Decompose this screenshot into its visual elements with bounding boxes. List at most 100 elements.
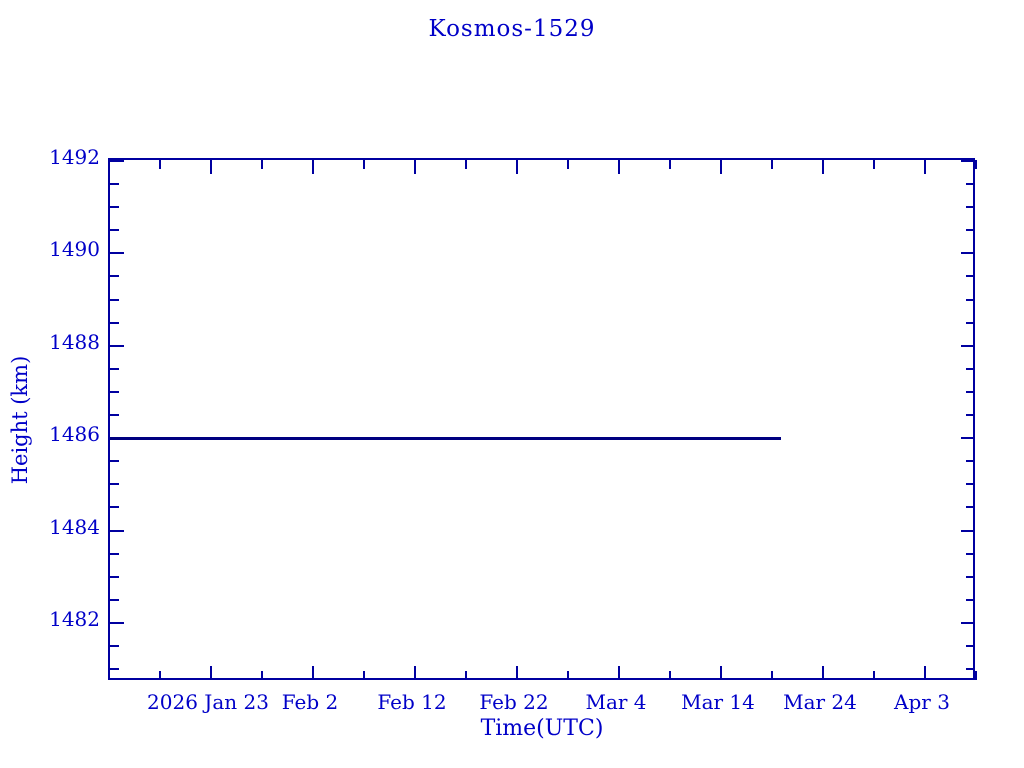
x-axis-major-tick-top [414,160,416,174]
x-axis-major-tick-top [210,160,212,174]
y-axis-tick-label: 1488 [49,329,100,354]
x-axis-tick-label: Mar 14 [681,690,755,714]
y-axis-minor-tick-right [966,645,975,647]
y-axis-minor-tick [110,299,119,301]
x-axis-tick-label: Mar 24 [783,690,857,714]
x-axis-major-tick-top [618,160,620,174]
x-axis-minor-tick [363,671,365,680]
y-axis-minor-tick [110,483,119,485]
y-axis-minor-tick [110,275,119,277]
y-axis-major-tick-right [961,622,975,624]
y-axis-minor-tick [110,553,119,555]
x-axis-major-tick [414,666,416,680]
x-axis-minor-tick-top [261,160,263,169]
y-axis-tick-label: 1482 [49,606,100,631]
x-axis-minor-tick [465,671,467,680]
axis-ticks [110,160,977,680]
x-axis-minor-tick-top [669,160,671,169]
y-axis-minor-tick-right [966,229,975,231]
y-axis-minor-tick-right [966,599,975,601]
y-axis-major-tick [110,530,124,532]
x-axis-minor-tick-top [975,160,977,169]
chart-title: Kosmos-1529 [428,16,596,42]
y-axis-tick-label: 1490 [49,237,100,262]
y-axis-minor-tick-right [966,183,975,185]
y-axis-minor-tick-right [966,391,975,393]
x-axis-major-tick [720,666,722,680]
x-axis-major-tick [822,666,824,680]
y-axis-major-tick-right [961,345,975,347]
y-axis-minor-tick [110,668,119,670]
y-axis-minor-tick [110,645,119,647]
y-axis-minor-tick [110,460,119,462]
x-axis-minor-tick-top [363,160,365,169]
y-axis-minor-tick-right [966,460,975,462]
y-axis-minor-tick [110,414,119,416]
x-axis-minor-tick-top [873,160,875,169]
x-axis-minor-tick [159,671,161,680]
x-axis-major-tick [618,666,620,680]
y-axis-minor-tick-right [966,414,975,416]
data-series-layer [110,160,973,678]
x-axis-major-tick-top [720,160,722,174]
data-line-height [110,437,782,440]
y-axis-minor-tick [110,229,119,231]
y-axis-minor-tick-right [966,275,975,277]
x-axis-major-tick [516,666,518,680]
y-axis-minor-tick-right [966,299,975,301]
x-axis-tick-label: Feb 12 [377,690,447,714]
x-axis-minor-tick [669,671,671,680]
y-axis-major-tick [110,622,124,624]
y-axis-tick-label: 1486 [49,422,100,447]
y-axis-major-tick-right [961,530,975,532]
x-axis-title: Time(UTC) [480,716,604,741]
x-axis-tick-label: Mar 4 [585,690,647,714]
y-axis-minor-tick-right [966,668,975,670]
y-axis-major-tick-right [961,437,975,439]
y-axis-tick-label: 1492 [49,145,100,169]
x-axis-major-tick-top [516,160,518,174]
y-axis-minor-tick [110,506,119,508]
x-axis-major-tick-top [312,160,314,174]
x-axis-minor-tick-top [567,160,569,169]
y-axis-major-tick [110,160,124,162]
x-axis-minor-tick-top [465,160,467,169]
x-axis-minor-tick [567,671,569,680]
y-axis-minor-tick-right [966,368,975,370]
plot-frame [108,158,977,680]
y-axis-minor-tick [110,206,119,208]
y-axis-major-tick [110,252,124,254]
x-axis-minor-tick [873,671,875,680]
y-axis-minor-tick-right [966,483,975,485]
y-axis-minor-tick-right [966,576,975,578]
y-axis-minor-tick [110,391,119,393]
y-axis-minor-tick [110,183,119,185]
y-axis-minor-tick-right [966,506,975,508]
x-axis-minor-tick-top [771,160,773,169]
x-axis-major-tick-top [822,160,824,174]
y-axis-major-tick-right [961,252,975,254]
x-axis-major-tick-top [924,160,926,174]
x-axis-major-tick [210,666,212,680]
y-axis-minor-tick-right [966,553,975,555]
y-axis-major-tick-right [961,160,975,162]
x-axis-minor-tick-top [159,160,161,169]
x-axis-tick-label: Feb 2 [281,690,339,714]
y-axis-minor-tick-right [966,206,975,208]
y-axis-minor-tick-right [966,322,975,324]
x-axis-minor-tick [771,671,773,680]
y-axis-major-tick [110,345,124,347]
x-axis-minor-tick [261,671,263,680]
x-axis-tick-label: Feb 22 [479,690,549,714]
x-axis-tick-label: 2026 Jan 23 [147,690,269,714]
x-axis-tick-label: Apr 3 [894,690,950,714]
x-axis-major-tick [924,666,926,680]
y-axis-tick-label: 1484 [49,514,100,539]
y-axis-minor-tick [110,599,119,601]
y-axis-minor-tick [110,576,119,578]
x-axis-minor-tick [975,671,977,680]
x-axis-major-tick [312,666,314,680]
